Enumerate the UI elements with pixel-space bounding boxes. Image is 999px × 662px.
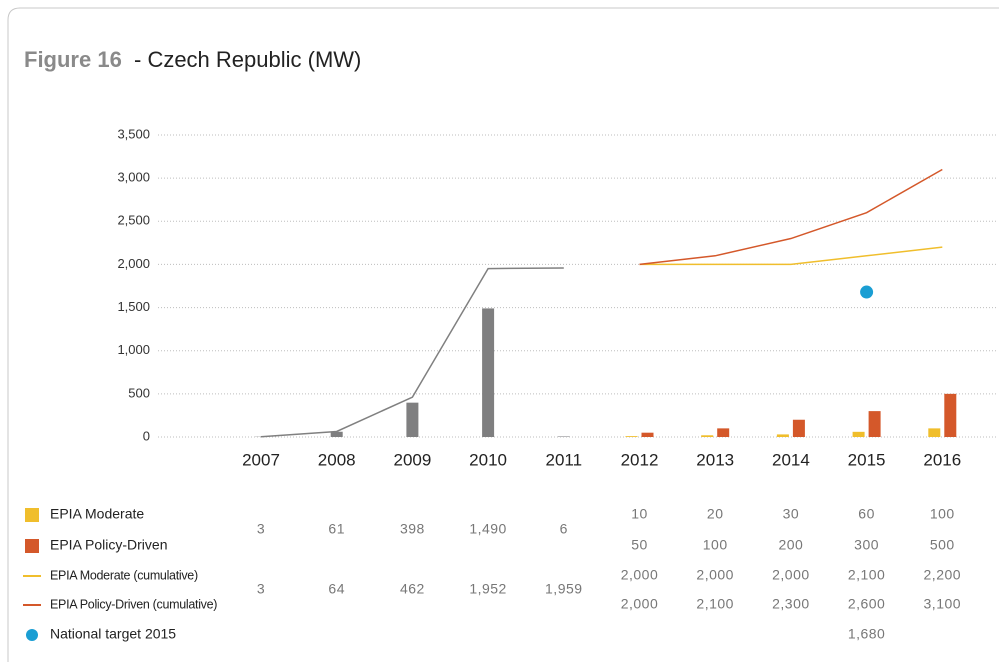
legend-swatch [26, 629, 38, 641]
line [639, 168, 943, 266]
table-cell: 1,959 [545, 581, 583, 597]
chart-title: - Czech Republic (MW) [134, 47, 361, 72]
y-tick-label: 0 [143, 428, 150, 443]
legend-label: EPIA Policy-Driven (cumulative) [50, 597, 217, 611]
table-cell: 3,100 [924, 596, 962, 612]
table-cell: 20 [707, 506, 724, 522]
legend-swatch [25, 508, 39, 522]
table-cell: 500 [930, 537, 955, 553]
y-tick-label: 3,000 [117, 170, 150, 185]
bar [641, 432, 654, 437]
bar [557, 436, 570, 437]
table-cell: 50 [631, 537, 648, 553]
x-tick-label: 2012 [621, 450, 659, 469]
bar [482, 308, 495, 437]
legend-label: National target 2015 [50, 626, 176, 642]
table-cell: 100 [703, 537, 728, 553]
bar [928, 428, 941, 437]
table-cell: 2,000 [696, 567, 734, 583]
bar [625, 436, 638, 437]
table-cell: 1,490 [469, 521, 507, 537]
figure-label: Figure 16 [24, 47, 122, 72]
y-tick-label: 500 [128, 385, 150, 400]
bar [330, 431, 343, 437]
bar [868, 411, 881, 437]
x-tick-label: 2010 [469, 450, 507, 469]
table-cell: 398 [400, 521, 425, 537]
y-tick-label: 2,500 [117, 213, 150, 228]
table-cell: 2,000 [621, 567, 659, 583]
panel-border [7, 7, 999, 662]
bar [717, 428, 730, 437]
bar [944, 393, 957, 437]
table-cell: 1,952 [469, 581, 507, 597]
legend-label: EPIA Policy-Driven [50, 537, 167, 553]
y-tick-label: 3,500 [117, 126, 150, 141]
legend-label: EPIA Moderate [50, 506, 144, 522]
x-tick-label: 2014 [772, 450, 810, 469]
x-tick-label: 2013 [696, 450, 734, 469]
line [260, 267, 564, 438]
bar [792, 419, 805, 437]
table-cell: 1,680 [848, 626, 886, 642]
legend-label: EPIA Moderate (cumulative) [50, 568, 198, 582]
line [639, 246, 943, 266]
x-tick-label: 2015 [848, 450, 886, 469]
target-point [860, 285, 874, 299]
table-cell: 462 [400, 581, 425, 597]
table-cell: 10 [631, 506, 648, 522]
x-tick-label: 2009 [393, 450, 431, 469]
bar [406, 402, 419, 437]
table-cell: 2,000 [772, 567, 810, 583]
table-cell: 2,600 [848, 596, 886, 612]
y-tick-label: 2,000 [117, 256, 150, 271]
table-cell: 6 [560, 521, 568, 537]
x-tick-label: 2007 [242, 450, 280, 469]
bar [852, 431, 865, 437]
table-cell: 2,300 [772, 596, 810, 612]
table-cell: 64 [328, 581, 345, 597]
table-cell: 2,100 [848, 567, 886, 583]
table-cell: 61 [328, 521, 345, 537]
table-cell: 3 [257, 521, 265, 537]
bar [776, 434, 789, 437]
table-cell: 2,200 [924, 567, 962, 583]
table-cell: 60 [858, 506, 875, 522]
y-tick-label: 1,500 [117, 299, 150, 314]
table-cell: 200 [778, 537, 803, 553]
table-cell: 3 [257, 581, 265, 597]
bar [701, 435, 714, 437]
table-cell: 2,100 [696, 596, 734, 612]
table-cell: 100 [930, 506, 955, 522]
table-cell: 300 [854, 537, 879, 553]
x-tick-label: 2016 [923, 450, 961, 469]
y-tick-label: 1,000 [117, 342, 150, 357]
x-tick-label: 2011 [546, 450, 583, 469]
table-cell: 2,000 [621, 596, 659, 612]
table-cell: 30 [783, 506, 800, 522]
legend-swatch [25, 539, 39, 553]
x-tick-label: 2008 [318, 450, 356, 469]
